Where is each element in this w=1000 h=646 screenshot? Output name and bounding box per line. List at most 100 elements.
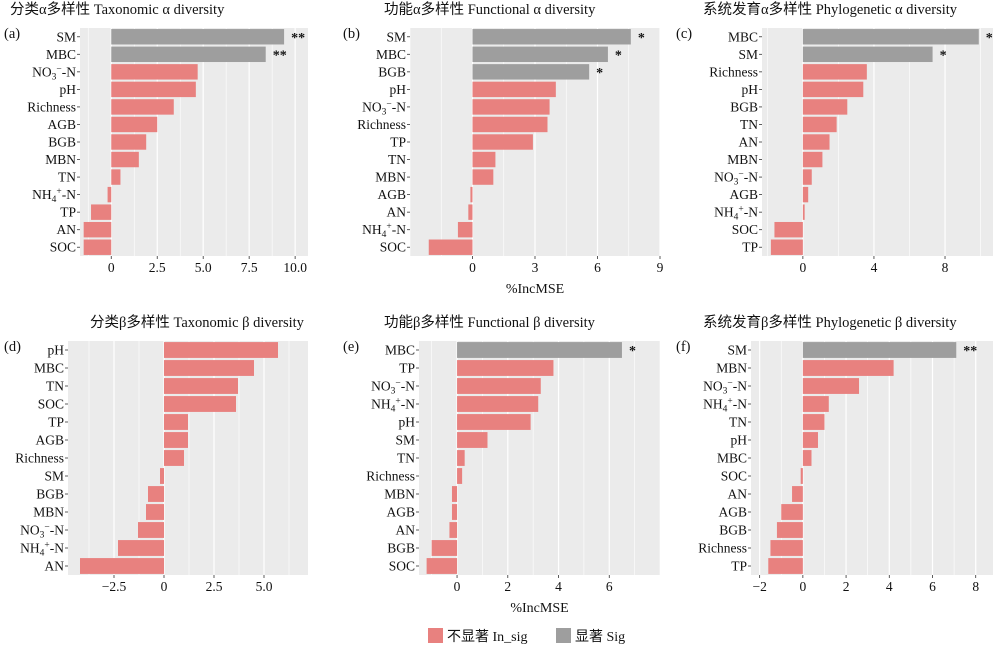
category-label: TN xyxy=(740,117,758,132)
x-tick-label: 2.5 xyxy=(149,260,166,275)
bar-SM xyxy=(472,29,631,45)
bar-NH₄⁺-N xyxy=(802,396,829,412)
panel-letter: (f) xyxy=(676,339,691,355)
bar-MBN xyxy=(802,151,823,168)
category-label: SOC xyxy=(380,240,406,255)
x-tick-label: 0 xyxy=(469,260,476,275)
panel-title: 系统发育α多样性 Phylogenetic α diversity xyxy=(703,1,958,18)
bar-NO₃⁻-N xyxy=(111,64,198,80)
x-tick-label: 6 xyxy=(606,579,613,594)
category-label: MBC xyxy=(46,47,76,62)
category-label: TP xyxy=(731,559,747,574)
category-label: AN xyxy=(728,487,748,502)
category-label: Richness xyxy=(27,99,76,114)
category-label: Richness xyxy=(698,541,747,556)
category-label: MBN xyxy=(45,152,76,167)
panel-title: 功能α多样性 Functional α diversity xyxy=(384,1,596,18)
bar-MBN xyxy=(451,486,458,502)
bar-MBC xyxy=(457,342,622,358)
plot-background xyxy=(68,341,308,575)
significance-mark: * xyxy=(940,48,947,63)
category-label: MBC xyxy=(376,47,406,62)
legend-label-insig: 不显著 In_sig xyxy=(447,629,528,645)
category-label: NO3−-N xyxy=(714,170,758,188)
significance-mark: ** xyxy=(273,48,287,63)
category-label: Richness xyxy=(357,117,406,132)
bar-Richness xyxy=(111,99,174,115)
bar-TP xyxy=(472,134,533,150)
bar-MBN xyxy=(111,151,139,168)
bar-pH xyxy=(457,414,531,430)
bar-MBN xyxy=(146,504,164,520)
category-label: NH4+-N xyxy=(703,397,747,415)
x-tick-label: 7.5 xyxy=(241,260,258,275)
x-tick-label: 5.0 xyxy=(195,260,212,275)
x-tick-label: 2.5 xyxy=(206,579,223,594)
bar-TP xyxy=(770,239,803,255)
bar-NH₄⁺-N xyxy=(107,186,112,203)
category-label: MBN xyxy=(384,487,415,502)
bar-SOC xyxy=(164,396,236,412)
category-label: Richness xyxy=(15,451,64,466)
bar-MBC xyxy=(164,360,254,376)
x-tick-label: 0 xyxy=(454,579,461,594)
significance-mark: * xyxy=(638,31,645,46)
category-label: TP xyxy=(60,205,76,220)
category-label: SOC xyxy=(732,222,758,237)
x-tick-label: 5.0 xyxy=(256,579,273,594)
bar-AGB xyxy=(781,504,803,520)
category-label: AGB xyxy=(47,117,76,132)
panel-title: 系统发育β多样性 Phylogenetic β diversity xyxy=(703,314,957,331)
category-label: NO3−-N xyxy=(20,523,64,541)
category-label: AGB xyxy=(729,187,758,202)
bar-TP xyxy=(164,414,188,430)
plot-background xyxy=(751,341,993,575)
bar-NH₄⁺-N xyxy=(802,204,805,220)
category-label: AGB xyxy=(377,187,406,202)
bar-AN xyxy=(449,522,458,538)
bar-SM xyxy=(802,342,957,358)
x-tick-label: 3 xyxy=(532,260,539,275)
category-label: MBC xyxy=(34,361,64,376)
bar-pH xyxy=(802,81,864,98)
category-label: Richness xyxy=(709,64,758,79)
category-label: TP xyxy=(390,135,406,150)
x-tick-label: 0 xyxy=(799,579,806,594)
x-tick-label: 10.0 xyxy=(283,260,307,275)
bar-Richness xyxy=(457,468,463,484)
category-label: MBC xyxy=(385,343,415,358)
category-label: AN xyxy=(57,222,77,237)
category-label: pH xyxy=(731,433,748,448)
bar-NO₃⁻-N xyxy=(138,522,164,538)
significance-mark: ** xyxy=(291,31,305,46)
panel-title: 分类α多样性 Taxonomic α diversity xyxy=(10,1,225,18)
bar-SM xyxy=(160,468,164,484)
bar-BGB xyxy=(802,99,848,115)
category-label: BGB xyxy=(36,487,64,502)
bar-AGB xyxy=(111,116,158,133)
x-tick-label: 6 xyxy=(929,579,936,594)
bar-TN xyxy=(164,378,238,394)
x-tick-label: −2 xyxy=(752,579,766,594)
category-label: TN xyxy=(58,170,76,185)
legend-label-sig: 显著 Sig xyxy=(575,629,625,645)
category-label: BGB xyxy=(387,541,415,556)
bar-NO₃⁻-N xyxy=(802,378,860,394)
bar-TN xyxy=(457,450,465,466)
category-label: NH4+-N xyxy=(32,187,76,205)
panel-letter: (b) xyxy=(343,26,360,42)
bar-NO₃⁻-N xyxy=(457,378,541,394)
category-label: AN xyxy=(387,205,407,220)
category-label: TP xyxy=(48,415,64,430)
x-axis-label: %IncMSE xyxy=(510,601,568,616)
bar-AGB xyxy=(802,186,809,203)
significance-mark: * xyxy=(986,31,993,46)
significance-mark: * xyxy=(596,66,603,81)
bar-AN xyxy=(80,558,164,574)
bar-SM xyxy=(111,29,285,45)
bar-BGB xyxy=(776,522,803,538)
category-label: AN xyxy=(739,135,759,150)
bar-Richness xyxy=(164,450,184,466)
legend: 不显著 In_sig 显著 Sig xyxy=(428,628,625,645)
category-label: BGB xyxy=(730,99,758,114)
